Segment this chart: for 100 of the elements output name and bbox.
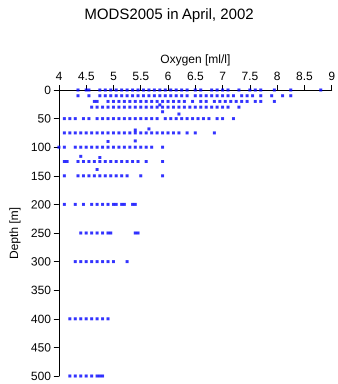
- point: [62, 202, 66, 206]
- point: [199, 94, 202, 98]
- point: [226, 88, 230, 92]
- point: [251, 94, 254, 98]
- point: [109, 88, 112, 92]
- point: [164, 94, 167, 98]
- point: [101, 317, 104, 320]
- point: [104, 160, 107, 163]
- point: [74, 260, 77, 264]
- point: [106, 317, 110, 320]
- point: [194, 94, 197, 98]
- point: [144, 117, 148, 120]
- point: [139, 174, 142, 178]
- point: [128, 106, 132, 109]
- point: [68, 374, 72, 378]
- point: [272, 100, 276, 103]
- point: [147, 127, 150, 130]
- point: [204, 100, 208, 103]
- point: [150, 106, 154, 109]
- point: [166, 131, 170, 134]
- point: [84, 374, 88, 378]
- y-tick-label: 100: [30, 140, 52, 154]
- point: [114, 94, 118, 98]
- point: [212, 131, 216, 134]
- point: [74, 131, 77, 134]
- point: [106, 140, 110, 143]
- point: [87, 117, 90, 120]
- point: [150, 117, 154, 120]
- point: [79, 131, 82, 134]
- point: [199, 106, 202, 109]
- y-tick-label: 200: [30, 197, 52, 212]
- point: [90, 202, 94, 206]
- point: [232, 117, 235, 120]
- point: [186, 94, 189, 98]
- point: [177, 100, 180, 103]
- point: [112, 260, 115, 264]
- point: [221, 94, 224, 98]
- point: [101, 131, 104, 134]
- point: [68, 317, 72, 320]
- point: [117, 146, 120, 149]
- point: [112, 131, 115, 134]
- x-tick-label: 6.5: [186, 69, 204, 83]
- point: [84, 317, 88, 320]
- y-axis-title: Depth [m]: [7, 206, 21, 260]
- x-tick-label: 8.5: [296, 69, 314, 83]
- point: [79, 154, 82, 158]
- point: [166, 100, 170, 103]
- point: [240, 94, 244, 98]
- point: [114, 174, 118, 178]
- point: [152, 94, 156, 98]
- point: [79, 317, 82, 320]
- point: [120, 94, 124, 98]
- point: [82, 160, 85, 163]
- y-tick-label: 250: [30, 226, 52, 240]
- point: [158, 88, 162, 92]
- point: [186, 131, 189, 134]
- point: [122, 131, 126, 134]
- point: [96, 374, 99, 378]
- point: [96, 260, 99, 264]
- point: [134, 131, 137, 134]
- point: [248, 88, 252, 92]
- point: [136, 88, 140, 92]
- point: [96, 317, 99, 320]
- point: [122, 202, 126, 206]
- point: [136, 94, 140, 98]
- point: [87, 174, 90, 178]
- y-tick-label: 150: [30, 168, 52, 183]
- point: [126, 174, 129, 178]
- point: [232, 94, 235, 98]
- point: [147, 88, 150, 92]
- y-tick-label: 450: [30, 340, 52, 354]
- point: [84, 131, 88, 134]
- y-tick-label: 0: [44, 83, 52, 97]
- point: [84, 88, 88, 92]
- point: [62, 117, 66, 120]
- point: [120, 174, 124, 178]
- point: [109, 94, 112, 98]
- point: [144, 146, 148, 149]
- point: [180, 117, 184, 120]
- point: [166, 106, 170, 109]
- point: [161, 100, 164, 103]
- point: [164, 117, 167, 120]
- point: [126, 160, 129, 163]
- point: [62, 174, 66, 178]
- point: [90, 317, 94, 320]
- point: [196, 117, 200, 120]
- point: [84, 232, 88, 234]
- point: [289, 94, 292, 98]
- point: [117, 117, 120, 120]
- x-tick-label: 8: [274, 69, 281, 83]
- point: [114, 160, 118, 163]
- point: [194, 106, 197, 109]
- point: [319, 88, 322, 92]
- point: [90, 131, 94, 134]
- point: [62, 146, 66, 149]
- point: [259, 94, 262, 98]
- point: [210, 88, 214, 92]
- point: [234, 100, 238, 103]
- point: [92, 160, 96, 163]
- point: [186, 117, 189, 120]
